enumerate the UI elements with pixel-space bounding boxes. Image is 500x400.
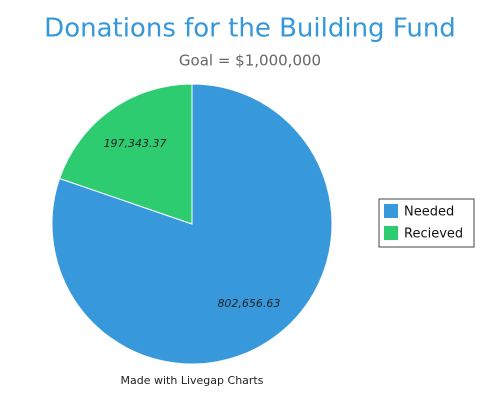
value-label: 197,343.37 xyxy=(104,137,167,150)
chart-title: Donations for the Building Fund xyxy=(44,14,456,44)
legend-label: Needed xyxy=(404,205,454,220)
legend-label: Recieved xyxy=(404,227,463,242)
footer: Made with Livegap Charts xyxy=(121,374,264,387)
chart-subtitle: Goal = $1,000,000 xyxy=(179,52,321,70)
pie-slice xyxy=(58,83,193,225)
value-label: 802,656.63 xyxy=(217,297,280,310)
legend-swatch xyxy=(384,226,398,240)
legend-swatch xyxy=(384,204,398,218)
